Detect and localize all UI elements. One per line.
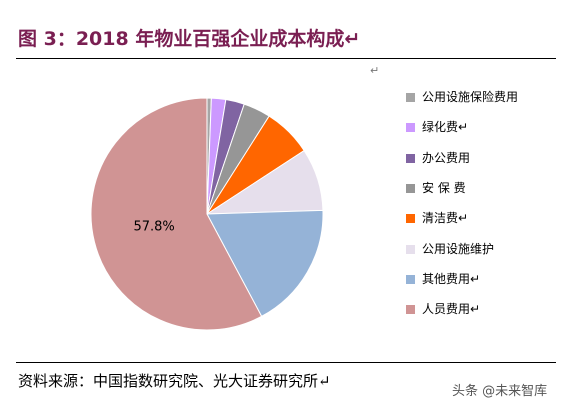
legend-swatch-6 [406, 274, 415, 284]
legend-swatch-0 [406, 93, 415, 102]
legend-label-6: 其他费用↵ [422, 271, 481, 286]
legend-swatch-7 [406, 305, 415, 315]
page-title: 图 3：2018 年物业百强企业成本构成↵ [18, 28, 361, 50]
legend-label-1: 绿化费↵ [422, 120, 469, 135]
legend-swatch-4 [406, 214, 415, 224]
legend-label-2: 办公费用 [422, 150, 471, 165]
data-label-0: 57.8% [133, 220, 174, 235]
watermark-text: 头条 @未来智库 [452, 384, 548, 399]
legend-swatch-1 [406, 123, 415, 133]
paragraph-mark: ↵ [370, 64, 380, 77]
source-divider [16, 362, 556, 363]
source-note: 资料来源：中国指数研究院、光大证券研究所↵ [18, 372, 331, 390]
title-divider [16, 58, 556, 59]
legend-label-5: 公用设施维护 [422, 241, 495, 256]
pie-slice-6 [206, 209, 324, 318]
legend-swatch-5 [406, 244, 415, 254]
legend-label-0: 公用设施保险费用 [422, 90, 519, 104]
legend-label-3: 安 保 费 [422, 180, 466, 195]
legend-label-7: 人员费用↵ [422, 302, 481, 317]
legend-label-4: 清洁费↵ [422, 211, 469, 226]
legend-swatch-2 [406, 153, 415, 163]
pie-chart: 57.8% [90, 97, 324, 331]
legend-swatch-3 [406, 183, 415, 193]
pie-slice-7 [90, 97, 263, 331]
